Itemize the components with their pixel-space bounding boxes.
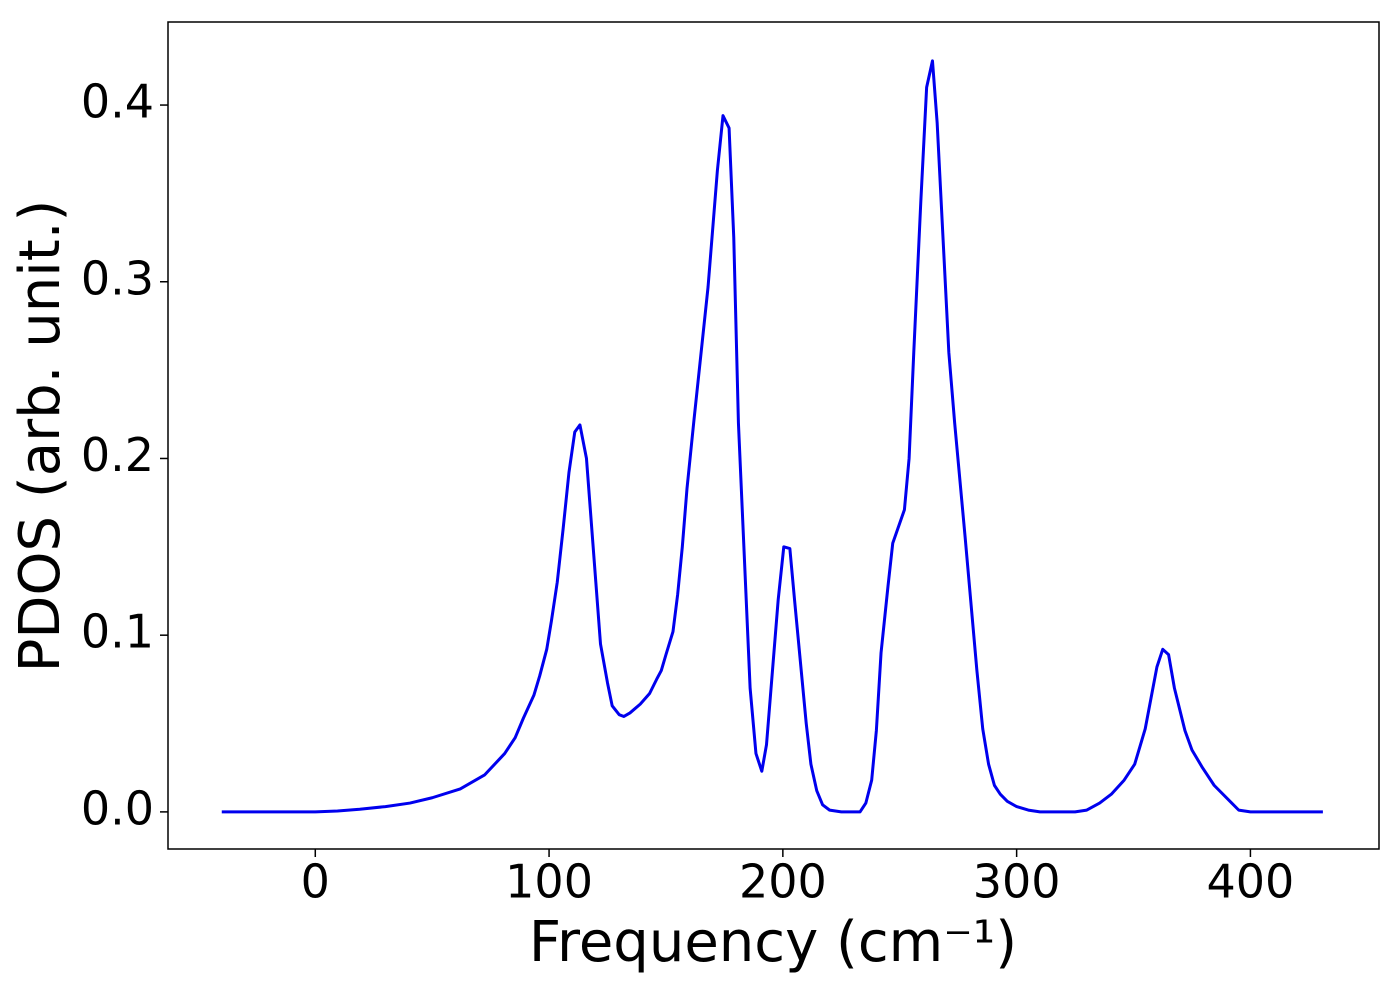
x-axis-label: Frequency (cm⁻¹)	[529, 910, 1017, 975]
plot-frame	[167, 21, 1380, 850]
x-tick-label: 300	[973, 855, 1061, 909]
y-tick-label: 0.1	[81, 605, 154, 659]
data-line	[221, 59, 1323, 814]
y-tick-label: 0.0	[81, 781, 154, 835]
y-axis-label: PDOS (arb. unit.)	[8, 200, 73, 673]
y-tick-label: 0.4	[81, 75, 154, 129]
x-tick-label: 400	[1207, 855, 1295, 909]
y-tick-label: 0.3	[81, 251, 154, 305]
x-tick-label: 0	[301, 855, 330, 909]
y-tick-label: 0.2	[81, 428, 154, 482]
x-tick-label: 100	[505, 855, 593, 909]
x-tick-label: 200	[739, 855, 827, 909]
